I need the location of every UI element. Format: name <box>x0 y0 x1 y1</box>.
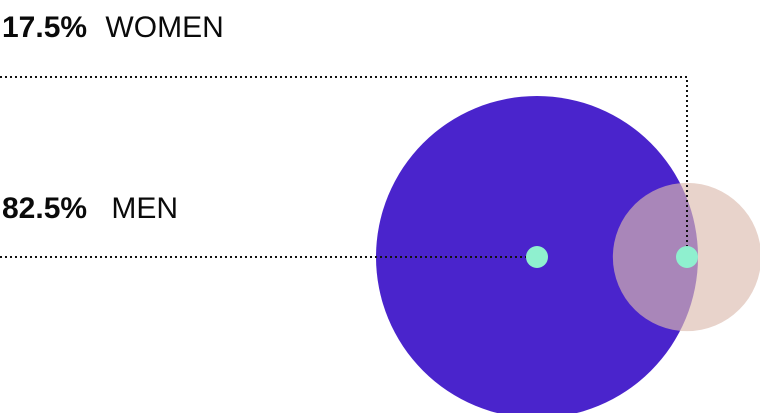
men-percent: 82.5% <box>2 192 87 225</box>
women-label: 17.5% WOMEN <box>2 11 224 44</box>
women-percent: 17.5% <box>2 11 87 44</box>
men-center-marker <box>526 246 548 268</box>
men-label: 82.5% MEN <box>2 192 178 225</box>
men-name: MEN <box>111 192 178 225</box>
women-leader-line <box>0 76 688 257</box>
women-center-marker <box>676 246 698 268</box>
women-name: WOMEN <box>105 11 223 44</box>
